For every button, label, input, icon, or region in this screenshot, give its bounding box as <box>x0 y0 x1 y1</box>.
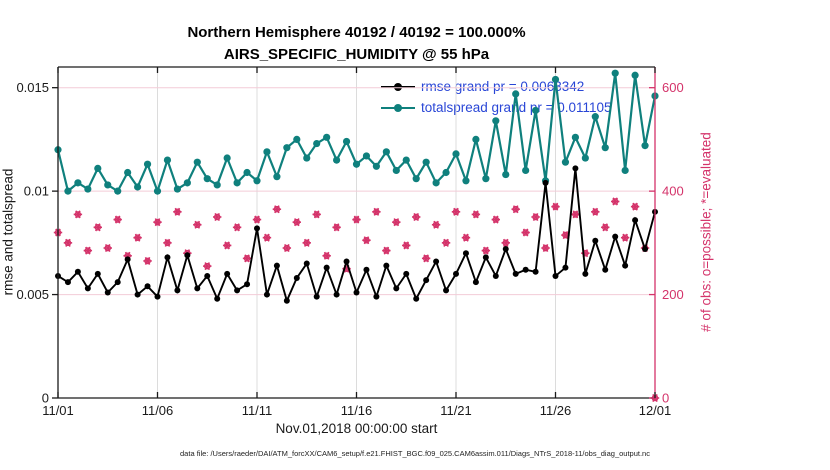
rmse-legend-dot <box>394 82 402 91</box>
chart-title-line2: AIRS_SPECIFIC_HUMIDITY @ 55 hPa <box>223 46 490 63</box>
y-left-tick-label: 0.01 <box>24 184 49 199</box>
x-tick-label: 12/01 <box>639 403 672 418</box>
y-right-tick-label: 400 <box>662 184 684 199</box>
legend-label-rmse: rmse grand pr = 0.0063342 <box>421 79 585 94</box>
x-tick-label: 11/11 <box>242 403 273 418</box>
footer-datafile-path: data file: /Users/raeder/DAI/ATM_forcXX/… <box>180 449 650 458</box>
y-right-tick-label: 200 <box>662 287 684 302</box>
x-tick-label: 11/01 <box>42 403 74 418</box>
rmse-series-markers <box>55 165 658 304</box>
y-left-tick-label: 0 <box>42 391 49 406</box>
x-axis-label: Nov.01,2018 00:00:00 start <box>275 421 438 436</box>
x-tick-label: 11/26 <box>540 403 572 418</box>
legend-item-totalspread: totalspread grand pr = 0.011105 <box>381 97 612 118</box>
x-tick-label: 11/06 <box>142 403 174 418</box>
rmse-legend-marker <box>381 82 415 92</box>
y-left-tick-label: 0.015 <box>16 80 49 95</box>
totalspread-series-markers <box>54 69 659 195</box>
legend-label-totalspread: totalspread grand pr = 0.011105 <box>421 100 612 115</box>
y-left-tick-label: 0.005 <box>16 287 49 302</box>
legend-item-rmse: rmse grand pr = 0.0063342 <box>381 76 612 97</box>
chart-title: Northern Hemisphere 40192 / 40192 = 100.… <box>58 22 655 66</box>
y-right-tick-label: 0 <box>662 391 669 406</box>
x-tick-label: 11/21 <box>440 403 472 418</box>
x-tick-label: 11/16 <box>341 403 373 418</box>
chart-title-line1: Northern Hemisphere 40192 / 40192 = 100.… <box>187 24 526 41</box>
y-right-tick-label: 600 <box>662 80 684 95</box>
tick-marks-and-labels: 0 0.005 0.01 0.015 0 200 400 600 11/01 11/06 11/11… <box>16 67 684 418</box>
totalspread-legend-marker <box>381 103 415 113</box>
legend: rmse grand pr = 0.0063342 totalspread gr… <box>381 76 612 118</box>
totalspread-legend-dot <box>394 103 402 112</box>
